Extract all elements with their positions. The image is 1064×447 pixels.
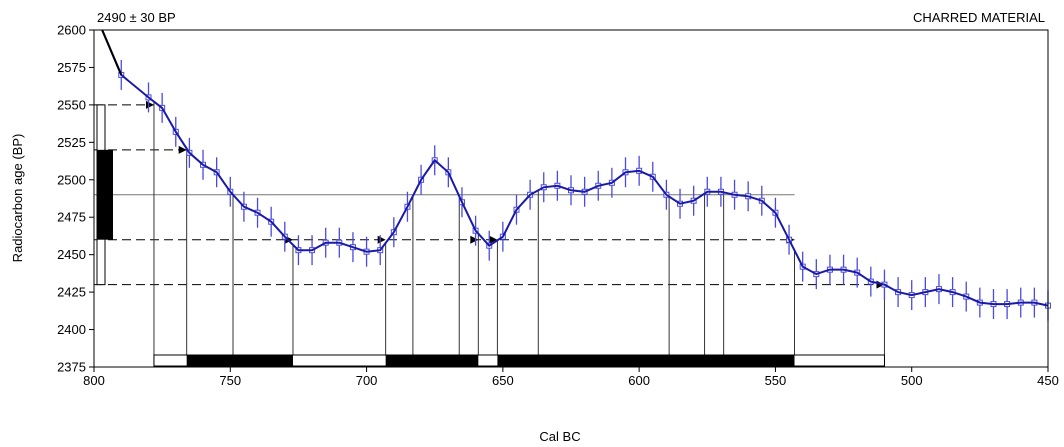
curve-lead-in [101,29,123,76]
x-tick-label: 450 [1037,373,1059,388]
intersection-marker [145,100,154,109]
calibrated-ranges-layer [153,354,885,367]
calibration-curve-line [101,29,1049,307]
intersection-marker [377,235,386,244]
x-tick-label: 650 [492,373,514,388]
y-tick-label: 2500 [57,172,86,187]
y-tick-label: 2600 [57,23,86,38]
calibration-curve-layer [101,29,1051,321]
x-tick-label: 600 [628,373,650,388]
range-1sigma [497,355,795,366]
x-tick-label: 750 [219,373,241,388]
range-1sigma [186,355,293,366]
x-tick-label: 700 [356,373,378,388]
range-1sigma [385,355,479,366]
x-tick-label: 800 [83,373,105,388]
y-axis-label: Radiocarbon age (BP) [10,134,25,263]
intersection-marker [470,235,479,244]
y-tick-label: 2400 [57,322,86,337]
y-tick-label: 2450 [57,247,86,262]
sample-age-label: 2490 ± 30 BP [97,10,176,25]
y-tick-label: 2375 [57,360,86,375]
plot-frame [93,29,1049,368]
intersection-marker [489,235,498,244]
y-tick-label: 2550 [57,97,86,112]
intersection-marker [178,145,187,154]
x-tick-label: 550 [765,373,787,388]
y-tick-label: 2425 [57,285,86,300]
x-axis-label: Cal BC [539,429,580,444]
axes-layer: 800 750 700 650 600 550 500 450 2375 2400 2425 2450… [57,23,1059,389]
y-tick-label: 2475 [57,210,86,225]
y-tick-label: 2525 [57,135,86,150]
age-1sigma-bar [97,149,113,240]
radiocarbon-probability-layer [96,104,113,286]
material-label: CHARRED MATERIAL [913,10,1045,25]
y-tick-label: 2575 [57,60,86,75]
x-tick-label: 500 [901,373,923,388]
